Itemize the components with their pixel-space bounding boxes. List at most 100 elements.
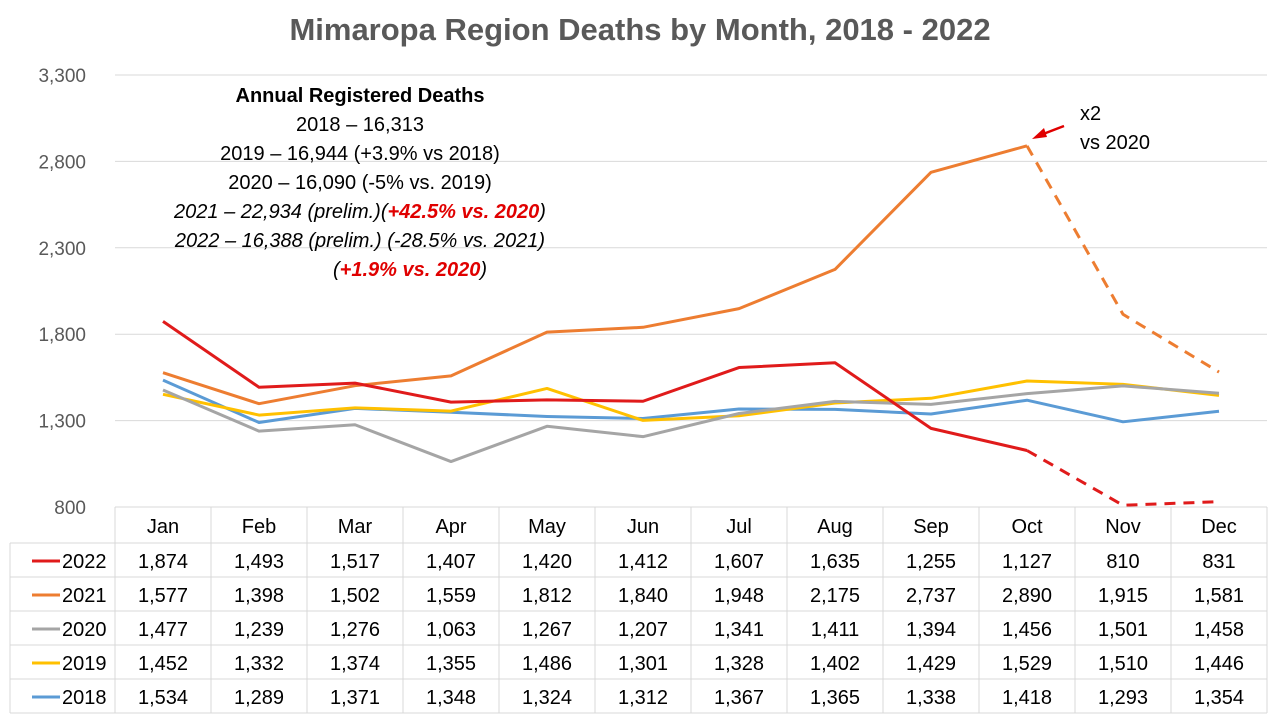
annotation-2018: 2018 – 16,313 [296,114,424,136]
data-label: 1,367 [714,687,764,709]
data-label: 1,338 [906,687,956,709]
data-label: 1,534 [138,687,188,709]
annotation-heading: Annual Registered Deaths [235,85,485,107]
x-category-label: Apr [435,516,466,538]
series-name-2021: 2021 [62,585,107,607]
x-category-label: Sep [913,516,949,538]
annotation-2019: 2019 – 16,944 (+3.9% vs 2018) [220,143,500,165]
data-label: 1,458 [1194,619,1244,641]
series-line-2020 [162,384,1220,464]
y-tick-label: 3,300 [38,66,86,87]
data-label: 1,354 [1194,687,1244,709]
x-category-label: Nov [1105,516,1141,538]
data-label: 1,812 [522,585,572,607]
x-category-label: Jan [147,516,179,538]
series-line-2021 [162,144,1028,406]
series-lines [162,144,1220,507]
data-label: 1,301 [618,653,668,675]
x-category-label: Feb [242,516,276,538]
data-label: 1,502 [330,585,380,607]
y-axis-tick-labels: 800 1,300 1,800 2,300 2,800 3,300 [38,66,86,519]
data-label: 1,477 [138,619,188,641]
data-label: 810 [1106,551,1139,573]
data-label: 1,577 [138,585,188,607]
data-label: 1,127 [1002,551,1052,573]
series-line-2019 [162,379,1220,422]
data-label: 1,276 [330,619,380,641]
data-label: 2,737 [906,585,956,607]
data-label: 1,341 [714,619,764,641]
series-name-2019: 2019 [62,653,107,675]
x-category-label: Dec [1201,516,1237,538]
vs-2020-label: vs 2020 [1080,132,1151,154]
data-label: 1,398 [234,585,284,607]
data-label: 1,635 [810,551,860,573]
data-label: 1,328 [714,653,764,675]
series-name-2022: 2022 [62,551,107,573]
annotation-2022: 2022 – 16,388 (prelim.) (-28.5% vs. 2021… [174,230,546,252]
x-category-label: Mar [338,516,373,538]
data-label: 831 [1202,551,1235,573]
data-label: 1,063 [426,619,476,641]
data-label: 1,517 [330,551,380,573]
data-label: 1,486 [522,653,572,675]
data-label: 1,411 [811,619,860,641]
x-category-label: May [528,516,566,538]
series-line-2021-prelim [1025,145,1220,374]
y-tick-label: 1,800 [38,325,86,346]
annotation-arrow [1032,124,1065,139]
y-tick-label: 800 [54,498,86,519]
data-label: 1,529 [1002,653,1052,675]
data-label: 1,412 [618,551,668,573]
data-label: 1,510 [1098,653,1148,675]
data-label: 1,402 [810,653,860,675]
x2-label: x2 [1080,103,1102,125]
data-label: 1,289 [234,687,284,709]
series-name-2018: 2018 [62,687,107,709]
series-name-2020: 2020 [62,619,107,641]
data-label: 1,374 [330,653,380,675]
data-label: 1,581 [1194,585,1244,607]
chart-title: Mimaropa Region Deaths by Month, 2018 - … [289,12,991,47]
data-label: 1,239 [234,619,284,641]
annual-deaths-annotation: Annual Registered Deaths 2018 – 16,313 2… [150,82,570,285]
data-label: 1,324 [522,687,572,709]
data-label: 1,915 [1098,585,1148,607]
data-label: 1,267 [522,619,572,641]
data-label: 1,418 [1002,687,1052,709]
series-line-2022-prelim [1026,449,1220,507]
data-table: Jan Feb Mar Apr May Jun Jul Aug Sep Oct Nov Dec 2022… [9,506,1268,714]
annotation-2022-vs-2020: (+1.9% vs. 2020) [332,259,488,281]
series-line-2018 [162,378,1220,425]
data-label: 2,175 [810,585,860,607]
x-category-label: Oct [1011,516,1043,538]
x-category-label: Aug [817,516,853,538]
y-tick-label: 2,300 [38,239,86,260]
data-label: 1,446 [1194,653,1244,675]
data-label: 1,355 [426,653,476,675]
data-label: 1,365 [810,687,860,709]
data-label: 1,948 [714,585,764,607]
data-label: 1,348 [426,687,476,709]
data-label: 1,407 [426,551,476,573]
data-label: 1,874 [138,551,188,573]
data-label: 1,420 [522,551,572,573]
data-label: 1,332 [234,653,284,675]
data-label: 1,371 [330,687,380,709]
data-label: 1,559 [426,585,476,607]
x2-annotation: x2 vs 2020 [1080,100,1150,158]
data-label: 1,312 [618,687,668,709]
annotation-2020: 2020 – 16,090 (-5% vs. 2019) [228,172,492,194]
data-label: 1,607 [714,551,764,573]
data-label: 1,456 [1002,619,1052,641]
annotation-2021: 2021 – 22,934 (prelim.)(+42.5% vs. 2020) [174,201,546,223]
data-label: 1,493 [234,551,284,573]
series-line-2022 [162,320,1028,452]
data-label: 1,452 [138,653,188,675]
gridlines [115,74,1267,422]
x-category-label: Jul [726,516,752,538]
x-category-label: Jun [627,516,659,538]
data-label: 1,501 [1098,619,1148,641]
data-label: 1,255 [906,551,956,573]
